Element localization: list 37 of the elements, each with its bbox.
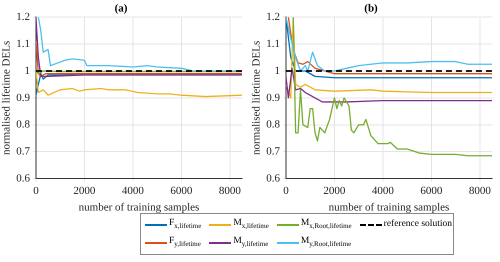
legend-label: M$_{x,Root,lifetime}$ <box>300 217 352 232</box>
x-tick-label: 8000 <box>468 185 492 198</box>
y-tick-label: 1.1 <box>266 38 280 50</box>
x-tick-label: 6000 <box>420 185 443 198</box>
legend-label: reference solution <box>384 218 452 232</box>
x-axis-title: number of training samples <box>78 201 200 214</box>
x-tick-label: 0 <box>283 185 290 198</box>
y-axis-title: normalised lifetime DELs <box>0 40 12 156</box>
x-tick-label: 6000 <box>170 185 193 198</box>
x-tick-label: 4000 <box>122 185 144 198</box>
y-tick-label: 0.7 <box>16 146 30 158</box>
chart-title: (a) <box>114 2 128 14</box>
y-tick-label: 1.1 <box>16 38 30 50</box>
legend-label: F$_{x,lifetime}$ <box>169 217 202 232</box>
legend-label: M$_{y,Root,lifetime}$ <box>300 234 352 250</box>
x-tick-label: 2000 <box>323 185 346 198</box>
x-tick-label: 2000 <box>73 185 96 198</box>
legend-label: M$_{y,lifetime}$ <box>233 234 268 250</box>
y-tick-label: 0.6 <box>16 172 30 184</box>
x-tick-label: 0 <box>33 185 40 198</box>
y-tick-label: 1 <box>24 64 30 77</box>
y-tick-label: 1.2 <box>16 11 30 24</box>
x-tick-label: 8000 <box>218 185 242 198</box>
y-tick-label: 0.6 <box>266 172 280 184</box>
x-tick-label: 4000 <box>372 185 394 198</box>
x-axis-title: number of training samples <box>328 201 450 214</box>
y-tick-label: 0.8 <box>16 118 30 131</box>
legend-label: M$_{x,lifetime}$ <box>233 217 269 232</box>
y-tick-label: 0.9 <box>266 92 280 104</box>
y-tick-label: 1 <box>274 64 280 77</box>
legend-label: F$_{y,lifetime}$ <box>169 234 201 250</box>
y-tick-label: 0.8 <box>266 118 280 131</box>
y-tick-label: 0.7 <box>266 146 280 158</box>
y-axis-title: normalised lifetime DELs <box>250 40 262 156</box>
chart-title: (b) <box>364 2 378 14</box>
y-tick-label: 1.2 <box>266 11 280 24</box>
y-tick-label: 0.9 <box>16 92 30 104</box>
